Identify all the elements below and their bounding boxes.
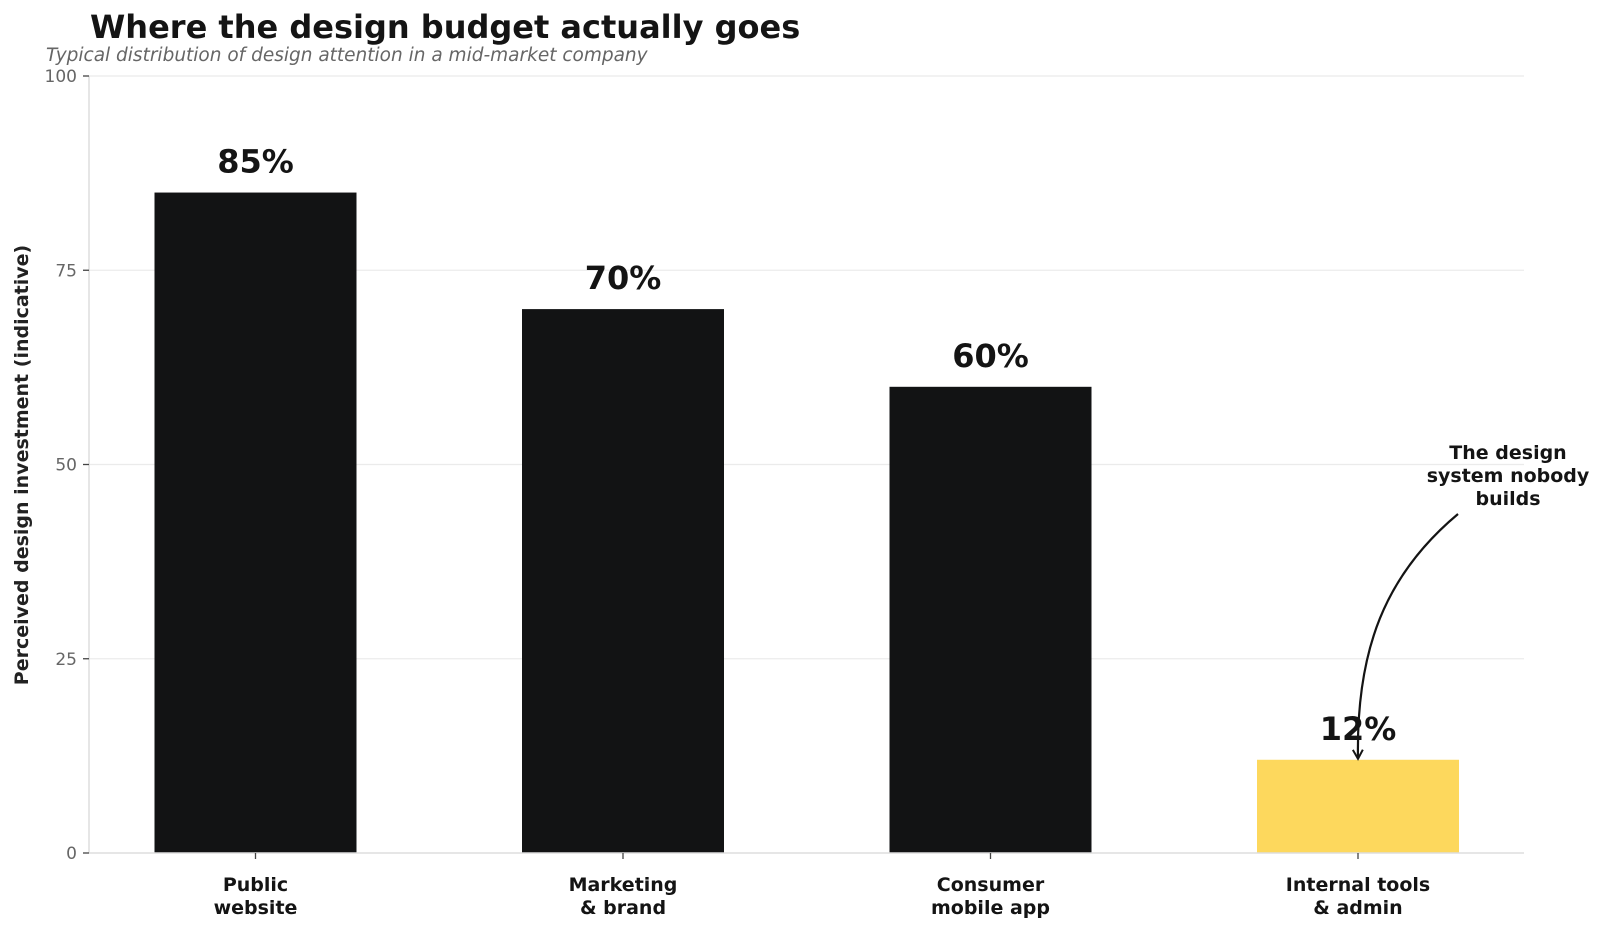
bar <box>154 192 357 854</box>
annotation: The design system nobody builds <box>1358 442 1590 759</box>
chart-subtitle: Typical distribution of design attention… <box>46 45 649 66</box>
y-axis-label: Perceived design investment (indicative) <box>11 245 33 685</box>
data-label: 60% <box>952 337 1029 375</box>
chart-title: Where the design budget actually goes <box>90 8 800 46</box>
bar <box>889 386 1092 853</box>
x-tick-label: Internal tools & admin <box>1286 874 1430 919</box>
y-tick-label: 100 <box>45 67 77 87</box>
annotation-text: The design system nobody builds <box>1427 442 1590 510</box>
bars: 85%70%60%12% <box>154 143 1459 854</box>
y-tick-label: 75 <box>55 261 77 281</box>
y-axis: 0 25 50 75 100 <box>45 67 90 864</box>
y-tick-label: 25 <box>55 650 77 670</box>
y-tick-label: 0 <box>66 844 77 864</box>
x-tick-label: Consumer mobile app <box>931 874 1050 919</box>
y-tick-label: 50 <box>55 456 77 476</box>
data-label: 70% <box>585 259 662 297</box>
x-tick-label: Marketing & brand <box>569 874 678 919</box>
bar <box>1257 759 1459 853</box>
annotation-arrow <box>1358 513 1459 759</box>
data-label: 85% <box>217 143 294 181</box>
x-axis: Public website Marketing & brand Consumer mob… <box>89 852 1524 919</box>
bar <box>522 309 724 854</box>
x-tick-label: Public website <box>214 874 298 919</box>
